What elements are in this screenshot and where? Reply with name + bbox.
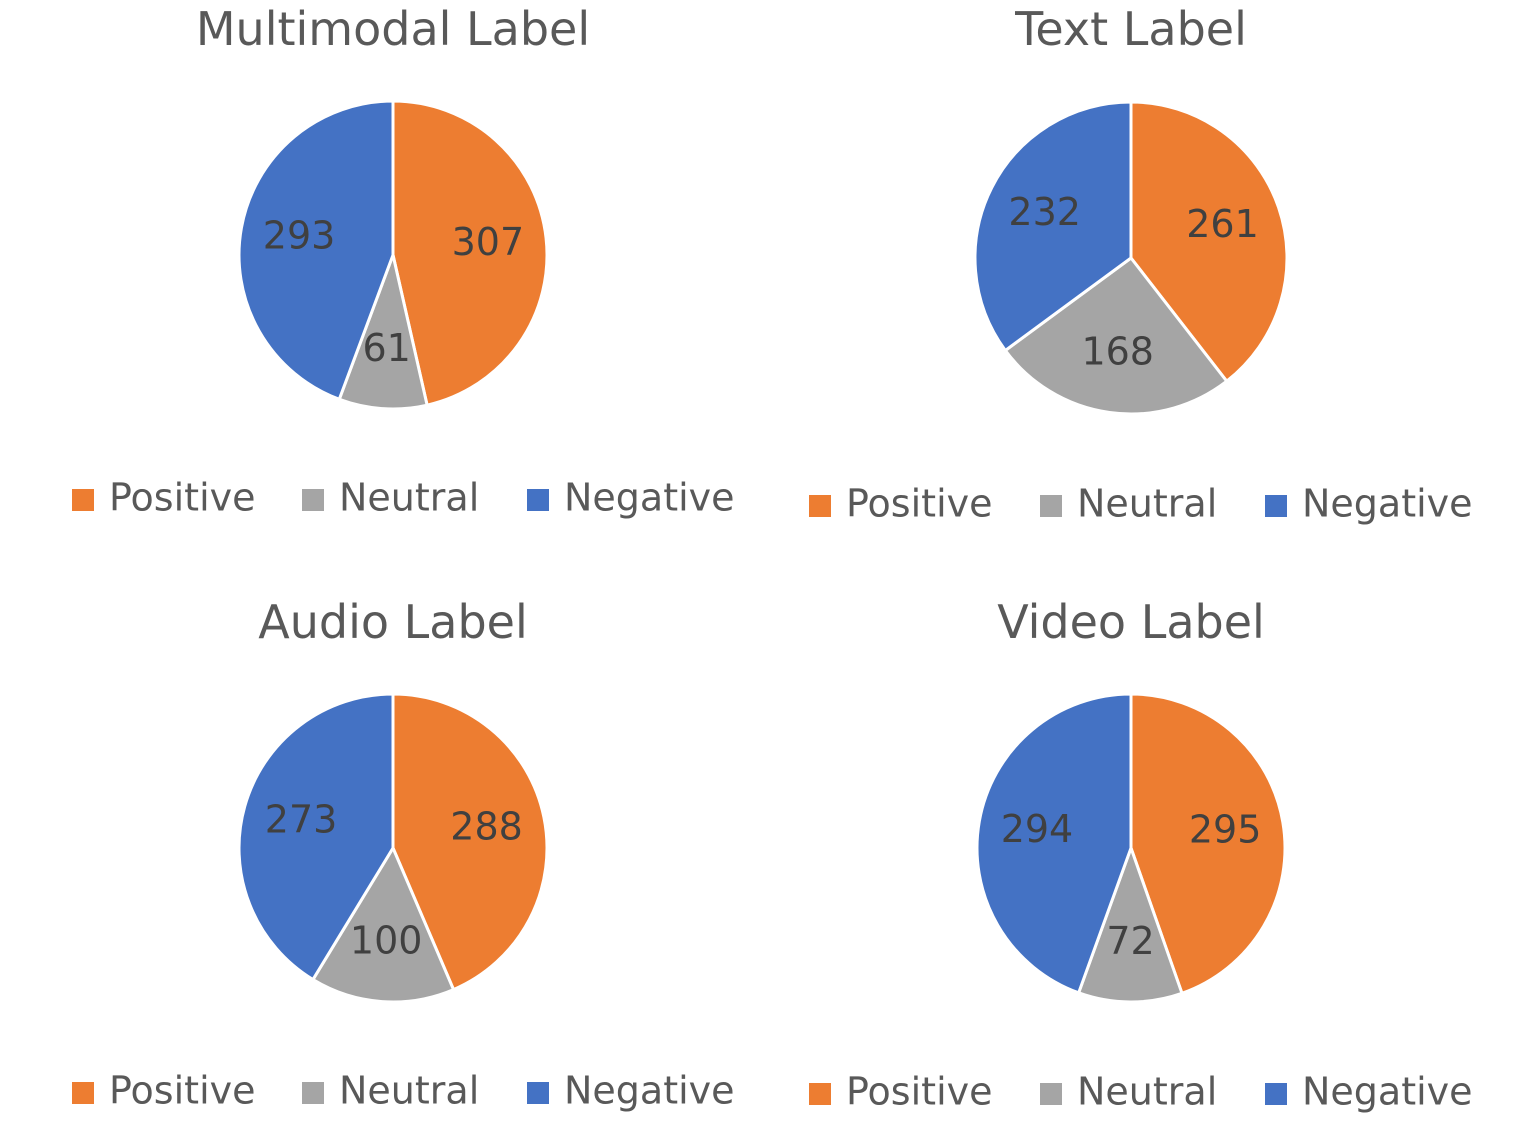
multimodal-label-legend-swatch-neutral (302, 489, 324, 511)
video-label-chart: Video Label 295 72 294 Positive Neutral Negati… (809, 595, 1473, 1114)
text-label-data-label-positive: 261 (1186, 202, 1259, 246)
text-label-data-label-neutral: 168 (1081, 329, 1154, 373)
multimodal-label-legend-swatch-negative (527, 489, 549, 511)
video-label-data-label-neutral: 72 (1106, 919, 1154, 963)
text-label-legend-label-neutral: Neutral (1077, 482, 1217, 526)
text-label-legend-swatch-neutral (1040, 495, 1062, 517)
text-label-legend-swatch-positive (809, 495, 831, 517)
video-label-title: Video Label (997, 595, 1265, 649)
text-label-slice-positive (1129, 100, 1289, 384)
multimodal-label-slice-negative (237, 99, 395, 402)
video-label-legend-swatch-positive (809, 1083, 831, 1105)
video-label-slice-negative (975, 692, 1133, 995)
video-label-legend-label-positive: Positive (846, 1070, 993, 1114)
video-label-legend-swatch-neutral (1040, 1083, 1062, 1105)
audio-label-legend-label-positive: Positive (109, 1069, 256, 1113)
multimodal-label-data-label-negative: 293 (263, 214, 336, 258)
multimodal-label-slice-neutral (337, 249, 429, 411)
audio-label-legend-swatch-negative (527, 1082, 549, 1104)
text-label-legend-label-negative: Negative (1302, 482, 1473, 526)
video-label-legend-swatch-negative (1265, 1083, 1287, 1105)
multimodal-label-legend-label-negative: Negative (564, 476, 735, 520)
audio-label-legend-label-negative: Negative (564, 1069, 735, 1113)
text-label-data-label-negative: 232 (1008, 190, 1081, 234)
audio-label-chart: Audio Label 288 100 273 Positive Neutral Negat… (72, 595, 735, 1113)
video-label-data-label-positive: 295 (1189, 807, 1262, 851)
text-label-legend-swatch-negative (1265, 495, 1287, 517)
text-label-title: Text Label (1014, 2, 1247, 56)
text-label-legend-label-positive: Positive (846, 482, 993, 526)
audio-label-data-label-neutral: 100 (350, 919, 423, 963)
text-label-chart: Text Label 261 168 232 Positive Neutral Negati… (809, 2, 1473, 526)
video-label-data-label-negative: 294 (1001, 807, 1074, 851)
video-label-slice-positive (1129, 692, 1287, 996)
audio-label-legend-swatch-positive (72, 1082, 94, 1104)
multimodal-label-legend-swatch-positive (72, 489, 94, 511)
audio-label-data-label-positive: 288 (450, 804, 523, 848)
video-label-legend-label-neutral: Neutral (1077, 1070, 1217, 1114)
audio-label-legend-label-neutral: Neutral (339, 1069, 479, 1113)
audio-label-data-label-negative: 273 (265, 798, 338, 842)
text-label-slice-neutral (1003, 255, 1229, 416)
multimodal-label-title: Multimodal Label (196, 2, 590, 56)
multimodal-label-data-label-neutral: 61 (362, 326, 410, 370)
multimodal-label-legend-label-positive: Positive (109, 476, 256, 520)
audio-label-legend-swatch-neutral (302, 1082, 324, 1104)
multimodal-label-chart: Multimodal Label 307 61 293 Positive Neutral N… (72, 2, 735, 520)
audio-label-slice-neutral (310, 844, 456, 1004)
audio-label-slice-negative (237, 692, 395, 982)
text-label-slice-negative (973, 100, 1133, 353)
audio-label-slice-positive (391, 692, 549, 992)
multimodal-label-slice-positive (391, 99, 549, 407)
video-label-slice-neutral (1076, 843, 1184, 1004)
video-label-legend-label-negative: Negative (1302, 1070, 1473, 1114)
multimodal-label-legend-label-neutral: Neutral (339, 476, 479, 520)
multimodal-label-data-label-positive: 307 (452, 220, 525, 264)
audio-label-title: Audio Label (258, 595, 527, 649)
